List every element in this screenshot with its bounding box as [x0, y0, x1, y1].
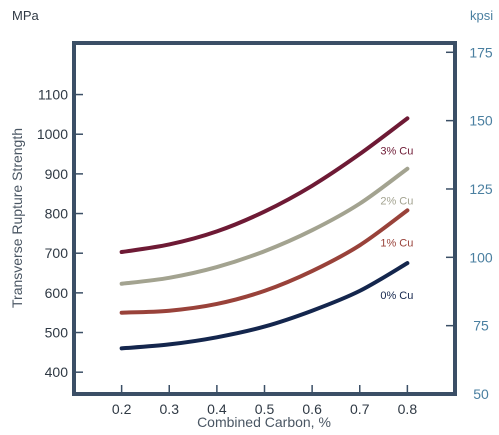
- y-tick-label: 800: [45, 206, 69, 222]
- x-tick-label: 0.2: [112, 401, 132, 417]
- plot-frame: [72, 41, 457, 396]
- y-tick-label: 600: [45, 285, 69, 301]
- x-tick-label: 0.6: [302, 401, 322, 417]
- series-line-3-cupct: [119, 116, 410, 255]
- y-tick-label: 900: [45, 166, 69, 182]
- y2-tick-label: 50: [473, 386, 489, 402]
- x-axis: 0.2 0.3 0.4 0.5 0.6 0.7 0.8: [112, 385, 417, 417]
- y2-tick-label: 175: [469, 44, 493, 60]
- y-tick-label: 500: [45, 325, 69, 341]
- y2-tick-label: 100: [469, 249, 493, 265]
- series-line-1-cupct: [119, 208, 410, 315]
- y2-axis: 50 75 100 125 150 175: [446, 44, 493, 402]
- y-axis-title: Transverse Rupture Strength: [9, 128, 25, 308]
- y-axis: 400 500 600 700 800 900 1000 1100: [37, 87, 83, 380]
- series-line-0-cupct: [119, 261, 410, 351]
- y2-tick-label: 75: [473, 318, 489, 334]
- series-label: 2% Cu: [380, 196, 413, 208]
- series-label: 3% Cu: [380, 145, 413, 157]
- series-label: 0% Cu: [380, 290, 413, 302]
- series-label: 1% Cu: [380, 237, 413, 249]
- x-tick-label: 0.7: [350, 401, 370, 417]
- y-tick-label: 700: [45, 245, 69, 261]
- x-tick-label: 0.8: [398, 401, 418, 417]
- x-tick-label: 0.4: [207, 401, 227, 417]
- y2-axis-unit: kpsi: [470, 8, 493, 23]
- y-tick-label: 400: [45, 364, 69, 380]
- series-layer: 3% Cu 2% Cu 1% Cu 0% Cu: [119, 116, 413, 351]
- x-tick-label: 0.3: [160, 401, 180, 417]
- y2-tick-label: 150: [469, 113, 493, 129]
- series-line-2-cupct: [119, 166, 410, 286]
- y2-tick-label: 125: [469, 181, 493, 197]
- x-tick-label: 0.5: [255, 401, 275, 417]
- y-axis-unit: MPa: [12, 8, 40, 23]
- y-tick-label: 1100: [38, 87, 68, 103]
- y-tick-label: 1000: [37, 126, 68, 142]
- x-axis-title: Combined Carbon, %: [197, 414, 331, 430]
